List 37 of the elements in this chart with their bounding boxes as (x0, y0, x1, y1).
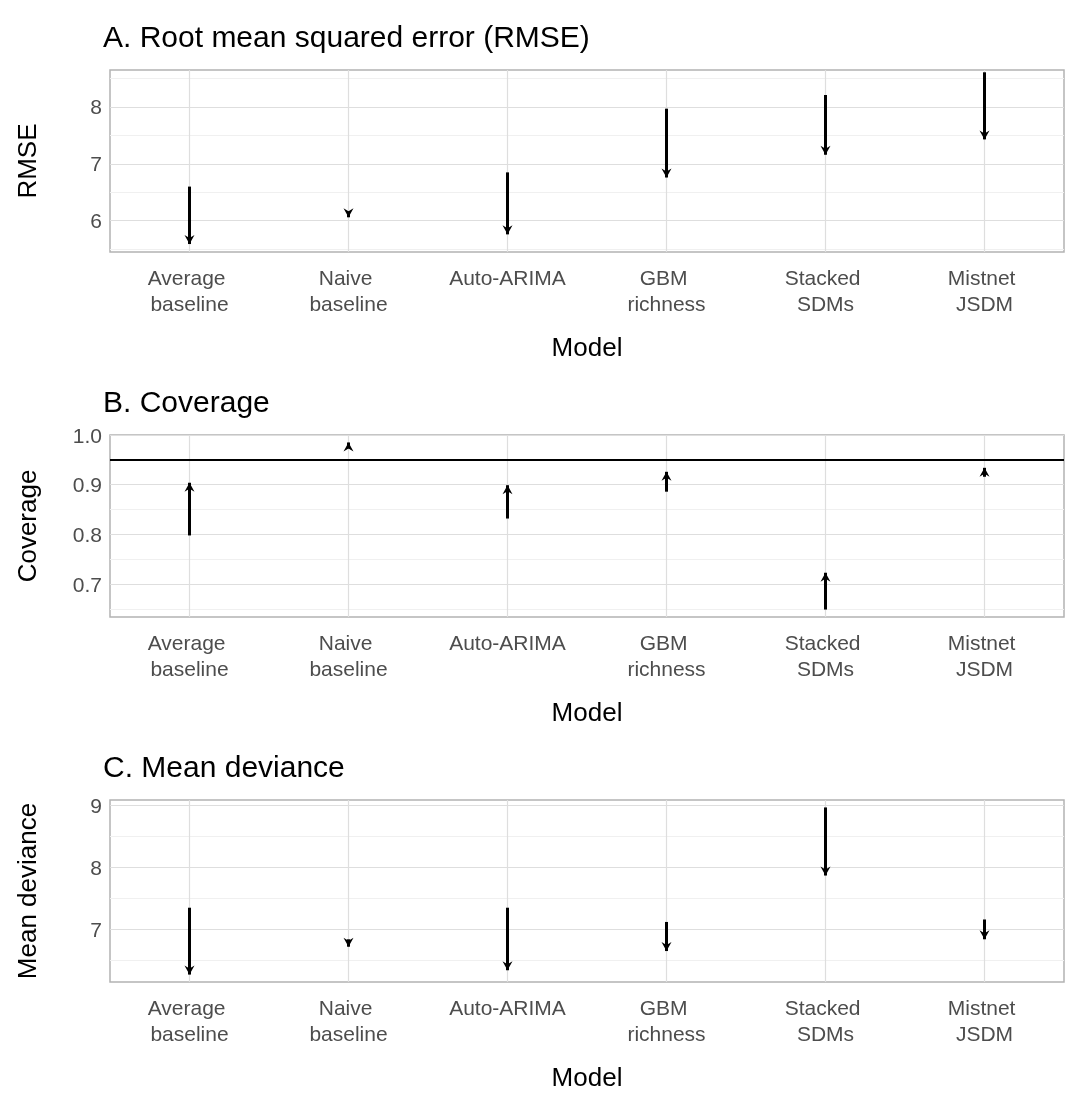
x-tick-label: Stacked SDMs (784, 265, 867, 315)
x-tick-label: Average baseline (147, 630, 232, 680)
x-tick-label: Stacked SDMs (784, 630, 867, 680)
y-tick-label: 0.9 (72, 473, 102, 497)
y-axis-title: Mean deviance (12, 802, 42, 980)
x-tick-label: Average baseline (147, 995, 232, 1045)
y-axis-title: RMSE (12, 123, 42, 199)
x-tick-label: Mistnet JSDM (947, 995, 1022, 1045)
chart-title: A. Root mean squared error (RMSE) (103, 19, 590, 53)
x-tick-label: Naive baseline (309, 265, 388, 315)
x-tick-label: GBM richness (627, 995, 706, 1045)
x-tick-label: Auto-ARIMA (449, 265, 566, 289)
y-tick-label: 6 (90, 209, 102, 233)
x-tick-label: GBM richness (627, 265, 706, 315)
y-tick-label: 0.7 (72, 572, 102, 596)
y-tick-label: 9 (90, 794, 102, 818)
y-tick-label: 8 (90, 855, 102, 879)
y-tick-label: 1.0 (72, 423, 102, 447)
x-tick-label: Auto-ARIMA (449, 630, 566, 654)
y-tick-label: 7 (90, 917, 102, 941)
x-axis-title: Model (551, 697, 623, 727)
y-axis-title: Coverage (12, 469, 42, 583)
x-tick-label: Mistnet JSDM (947, 630, 1022, 680)
y-tick-label: 0.8 (72, 522, 102, 546)
y-tick-label: 7 (90, 152, 102, 176)
x-tick-label: Auto-ARIMA (449, 995, 566, 1019)
x-axis-title: Model (551, 332, 623, 362)
y-tick-label: 8 (90, 95, 102, 119)
x-tick-label: Average baseline (147, 265, 232, 315)
x-tick-label: Naive baseline (309, 995, 388, 1045)
chart-title: B. Coverage (103, 384, 270, 418)
x-tick-label: Stacked SDMs (784, 995, 867, 1045)
x-tick-label: Naive baseline (309, 630, 388, 680)
x-axis-title: Model (551, 1062, 623, 1092)
chart-title: C. Mean deviance (103, 749, 345, 783)
x-tick-label: GBM richness (627, 630, 706, 680)
x-tick-label: Mistnet JSDM (947, 265, 1022, 315)
